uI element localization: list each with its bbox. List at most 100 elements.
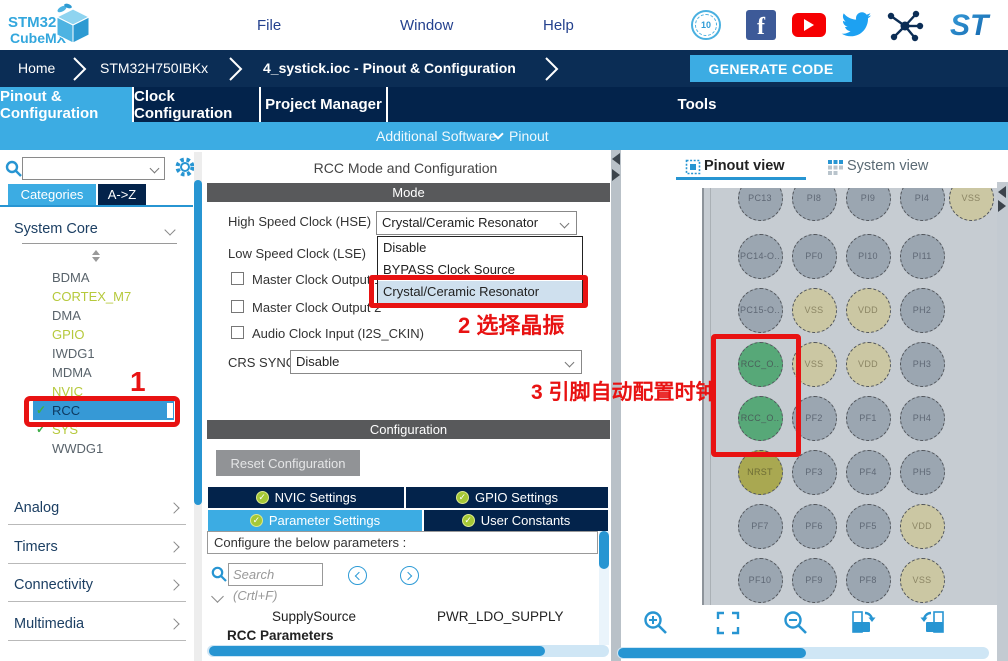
peripheral-search-input[interactable] — [22, 157, 165, 180]
sidebar-item-dma[interactable]: DMA — [0, 306, 190, 325]
pin-PI10[interactable]: PI10 — [845, 233, 891, 279]
pin-VSS[interactable]: VSS — [791, 287, 837, 333]
pin-PF3[interactable]: PF3 — [791, 449, 837, 495]
st-logo-icon[interactable]: ST — [944, 5, 1000, 45]
sidebar-item-cortex_m7[interactable]: CORTEX_M7 — [0, 287, 190, 306]
pin-VDD[interactable]: VDD — [845, 287, 891, 333]
right-vscrollbar-track[interactable] — [997, 182, 1008, 661]
sidebar-item-wwdg1[interactable]: WWDG1 — [0, 439, 190, 458]
rotate-counterclockwise-icon[interactable] — [918, 608, 946, 636]
pin-PF8[interactable]: PF8 — [845, 557, 891, 603]
param-value[interactable]: PWR_LDO_SUPPLY — [437, 609, 564, 624]
menu-file[interactable]: File — [257, 17, 282, 34]
sidebar-item-iwdg1[interactable]: IWDG1 — [0, 344, 190, 363]
tab-tools[interactable]: Tools — [388, 87, 1006, 122]
middle-hscrollbar-thumb[interactable] — [209, 646, 545, 656]
param-name[interactable]: SupplySource — [272, 609, 357, 624]
pin-PF10[interactable]: PF10 — [737, 557, 783, 603]
param-group-rcc-parameters[interactable]: RCC Parameters — [227, 628, 334, 643]
pin-PC14-O[interactable]: PC14-O.. — [737, 233, 783, 279]
zoom-in-icon[interactable] — [643, 610, 669, 636]
sidebar-item-gpio[interactable]: GPIO — [0, 325, 190, 344]
sidebar-tab-categories[interactable]: Categories — [8, 184, 96, 205]
scroll-up-icon[interactable] — [92, 250, 100, 255]
dropdown-option-bypass[interactable]: BYPASS Clock Source — [383, 262, 515, 277]
parameters-scrollbar-thumb[interactable] — [599, 531, 609, 569]
tab-clock-configuration[interactable]: Clock Configuration — [134, 87, 261, 122]
pin-RCC_O[interactable]: RCC_O.. — [737, 395, 783, 441]
hse-combobox[interactable]: Crystal/Ceramic Resonator — [376, 211, 577, 235]
parameters-scrollbar-track[interactable] — [599, 531, 609, 645]
pin-VDD[interactable]: VDD — [899, 503, 945, 549]
pin-PF6[interactable]: PF6 — [791, 503, 837, 549]
collapse-left-icon[interactable] — [998, 186, 1006, 198]
collapse-chevron-icon[interactable] — [211, 590, 224, 603]
youtube-icon[interactable] — [792, 13, 826, 37]
pin-PF0[interactable]: PF0 — [791, 233, 837, 279]
pin-PF1[interactable]: PF1 — [845, 395, 891, 441]
dropdown-option-disable[interactable]: Disable — [383, 240, 427, 255]
facebook-icon[interactable]: f — [746, 10, 776, 40]
pin-PH3[interactable]: PH3 — [899, 341, 945, 387]
pin-PH5[interactable]: PH5 — [899, 449, 945, 495]
pin-VSS[interactable]: VSS — [948, 188, 994, 221]
tab-user-constants[interactable]: ✓ User Constants — [424, 510, 608, 531]
menu-help[interactable]: Help — [543, 17, 574, 34]
reset-configuration-button[interactable]: Reset Configuration — [216, 450, 360, 476]
category-system-core[interactable]: System Core — [14, 221, 98, 237]
pin-VDD[interactable]: VDD — [845, 341, 891, 387]
pin-PH4[interactable]: PH4 — [899, 395, 945, 441]
generate-code-button[interactable]: GENERATE CODE — [690, 55, 852, 82]
search-next-button[interactable] — [400, 566, 419, 585]
breadcrumb-project[interactable]: 4_systick.ioc - Pinout & Configuration — [263, 60, 516, 76]
right-hscrollbar-thumb[interactable] — [618, 648, 806, 658]
master-clock-output2-checkbox[interactable] — [231, 300, 244, 313]
sidebar-item-mdma[interactable]: MDMA — [0, 363, 190, 382]
pin-NRST[interactable]: NRST — [737, 449, 783, 495]
sidebar-item-rcc[interactable]: ✓ RCC — [33, 401, 174, 420]
node-network-icon[interactable] — [886, 10, 924, 42]
tab-pinout-configuration[interactable]: Pinout & Configuration — [0, 87, 134, 122]
pin-PF4[interactable]: PF4 — [845, 449, 891, 495]
twitter-icon[interactable] — [840, 12, 872, 39]
scroll-down-icon[interactable] — [92, 257, 100, 262]
pin-PF9[interactable]: PF9 — [791, 557, 837, 603]
sidebar-item-nvic[interactable]: NVIC — [0, 382, 190, 401]
tab-gpio-settings[interactable]: ✓ GPIO Settings — [406, 487, 608, 508]
gear-icon[interactable] — [174, 156, 196, 178]
tab-pinout-view[interactable]: Pinout view — [704, 158, 785, 174]
sidebar-tab-a-to-z[interactable]: A->Z — [98, 184, 146, 205]
pin-PH2[interactable]: PH2 — [899, 287, 945, 333]
pin-PI4[interactable]: PI4 — [899, 188, 945, 221]
ten-years-badge-icon[interactable]: 10 — [691, 10, 721, 40]
expand-right-icon[interactable] — [998, 200, 1006, 212]
search-previous-button[interactable] — [348, 566, 367, 585]
breadcrumb-mcu[interactable]: STM32H750IBKx — [100, 60, 209, 76]
tab-project-manager[interactable]: Project Manager — [261, 87, 388, 122]
pin-PF5[interactable]: PF5 — [845, 503, 891, 549]
panel-divider[interactable] — [611, 150, 621, 661]
sidebar-item-bdma[interactable]: BDMA — [0, 268, 190, 287]
category-timers[interactable]: Timers — [8, 539, 186, 578]
pin-PI8[interactable]: PI8 — [791, 188, 837, 221]
parameter-search-input[interactable]: Search (Crtl+F) — [228, 563, 323, 603]
rotate-clockwise-icon[interactable] — [850, 608, 878, 636]
category-analog[interactable]: Analog — [8, 500, 186, 539]
breadcrumb-home[interactable]: Home — [18, 60, 56, 76]
tab-parameter-settings[interactable]: ✓ Parameter Settings — [208, 510, 422, 531]
sidebar-scrollbar-thumb[interactable] — [194, 180, 202, 505]
pin-PC13[interactable]: PC13 — [737, 188, 783, 221]
additional-software-menu[interactable]: Additional Software — [376, 128, 497, 144]
best-fit-icon[interactable] — [716, 611, 740, 635]
pin-PF7[interactable]: PF7 — [737, 503, 783, 549]
pin-VSS[interactable]: VSS — [899, 557, 945, 603]
tab-system-view[interactable]: System view — [847, 158, 929, 174]
audio-clock-input-checkbox[interactable] — [231, 326, 244, 339]
pinout-menu[interactable]: Pinout — [492, 128, 549, 144]
category-connectivity[interactable]: Connectivity — [8, 577, 186, 616]
chip-package-view[interactable]: PC13 PI8 PI9 PI4 VSS PC14-O.. PF0 PI10 PI11 PC15-… — [702, 188, 998, 605]
dropdown-option-crystal[interactable]: Crystal/Ceramic Resonator — [378, 281, 582, 303]
pin-PC15-O[interactable]: PC15-O.. — [737, 287, 783, 333]
zoom-out-icon[interactable] — [783, 610, 809, 636]
master-clock-output1-checkbox[interactable] — [231, 272, 244, 285]
